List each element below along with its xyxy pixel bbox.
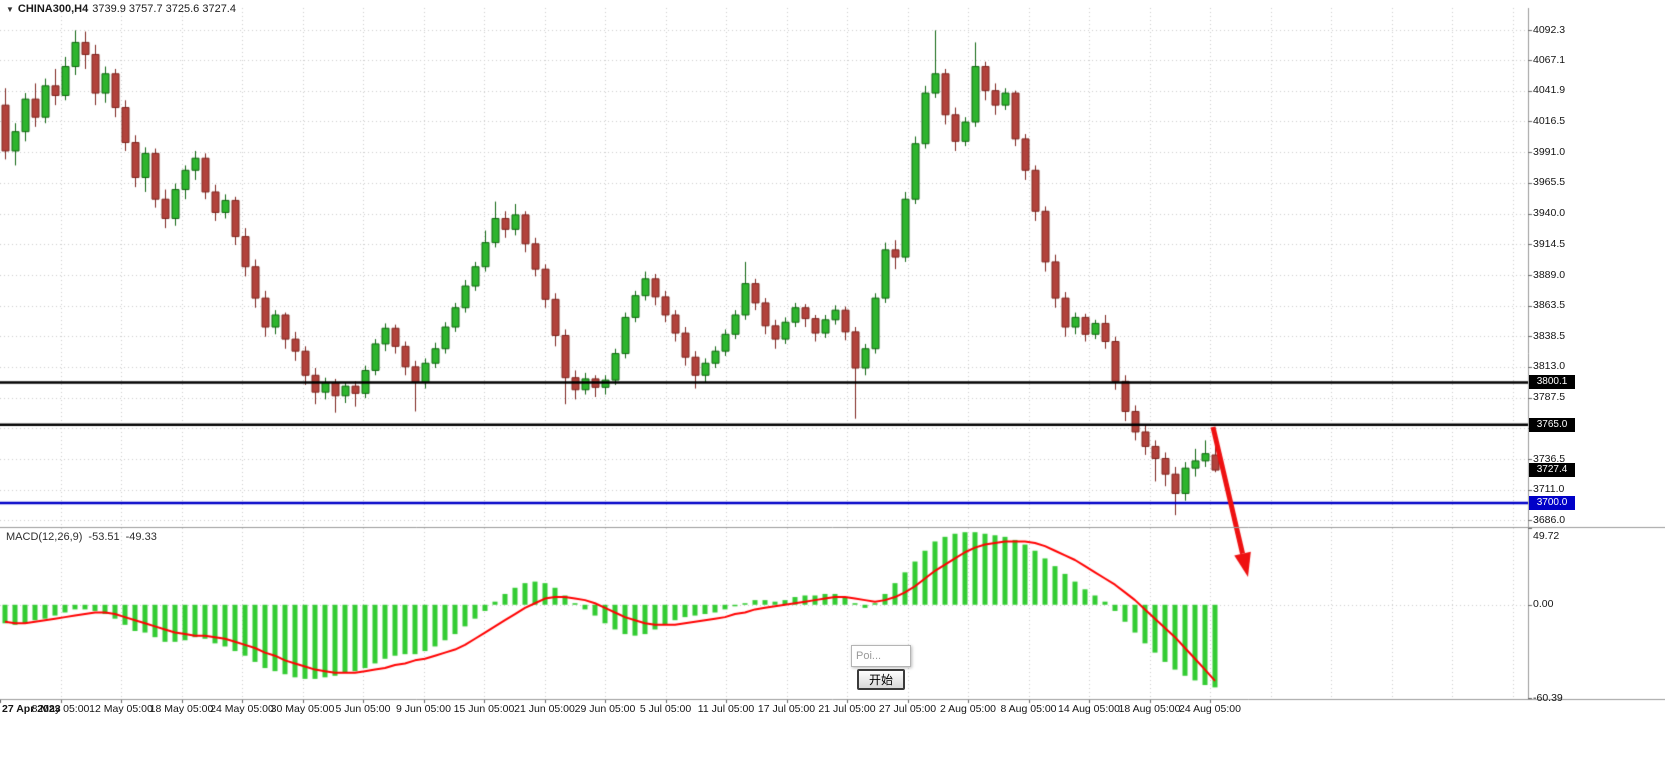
start-button[interactable]: 开始: [857, 669, 905, 690]
popup-title: Poi...: [851, 645, 911, 667]
symbol-title: CHINA300,H4: [17, 3, 89, 15]
macd-signal-value: -49.33: [125, 531, 157, 543]
symbol-ohlc: 3739.9 3757.7 3725.6 3727.4: [92, 3, 236, 15]
macd-name: MACD(12,26,9): [6, 531, 83, 543]
symbol-dropdown-icon[interactable]: ▼: [6, 4, 14, 14]
popup-window: Poi... 开始: [851, 645, 911, 690]
symbol-info: ▼ CHINA300,H4 3739.9 3757.7 3725.6 3727.…: [6, 3, 236, 15]
macd-indicator-label: MACD(12,26,9) -53.51 -49.33: [6, 531, 163, 543]
macd-main-value: -53.51: [88, 531, 120, 543]
